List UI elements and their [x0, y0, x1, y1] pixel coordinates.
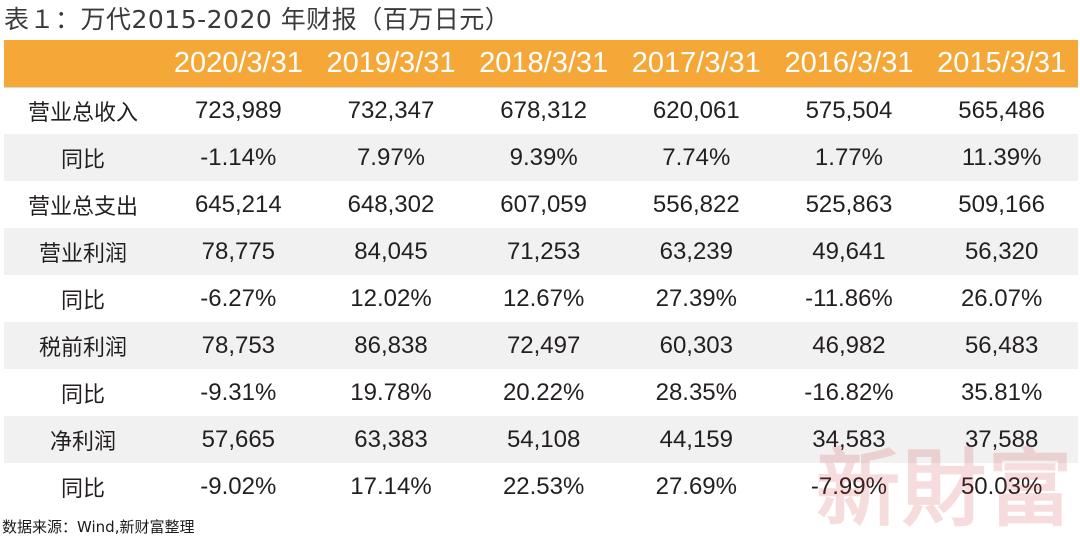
column-header-2016: 2016/3/31 — [772, 40, 926, 87]
table-cell: 56,320 — [925, 228, 1078, 275]
table-cell: 678,312 — [467, 87, 620, 134]
table-cell: 78,753 — [162, 322, 315, 369]
table-cell: 84,045 — [314, 228, 468, 275]
table-cell: 37,588 — [925, 416, 1078, 463]
table-row: 同比 -1.14% 7.97% 9.39% 7.74% 1.77% 11.39% — [4, 134, 1078, 181]
table-cell: 28.35% — [619, 369, 773, 416]
table-header-row: 2020/3/31 2019/3/31 2018/3/31 2017/3/31 … — [4, 40, 1078, 87]
table-row: 营业总收入 723,989 732,347 678,312 620,061 57… — [4, 87, 1078, 134]
table-cell: 556,822 — [619, 181, 773, 228]
row-label: 净利润 — [4, 416, 162, 463]
table-cell: 509,166 — [925, 181, 1078, 228]
table-row: 净利润 57,665 63,383 54,108 44,159 34,583 3… — [4, 416, 1078, 463]
table-cell: 86,838 — [314, 322, 468, 369]
table-cell: 26.07% — [925, 275, 1078, 322]
table-cell: 19.78% — [314, 369, 468, 416]
row-label: 营业总收入 — [4, 87, 162, 134]
table-cell: 60,303 — [619, 322, 773, 369]
table-cell: 575,504 — [772, 87, 926, 134]
table-row: 同比 -9.31% 19.78% 20.22% 28.35% -16.82% 3… — [4, 369, 1078, 416]
table-cell: 49,641 — [772, 228, 926, 275]
table-cell: 648,302 — [314, 181, 468, 228]
column-header-2015: 2015/3/31 — [925, 40, 1078, 87]
financial-table: 2020/3/31 2019/3/31 2018/3/31 2017/3/31 … — [4, 40, 1078, 510]
table-cell: 12.02% — [314, 275, 468, 322]
table-cell: -6.27% — [162, 275, 315, 322]
table-row: 同比 -6.27% 12.02% 12.67% 27.39% -11.86% 2… — [4, 275, 1078, 322]
row-label: 同比 — [4, 463, 162, 510]
table-title: 表１：万代2015-2020 年财报（百万日元） — [4, 5, 511, 34]
table-cell: -1.14% — [162, 134, 315, 181]
table-cell: 12.67% — [467, 275, 620, 322]
table-cell: 565,486 — [925, 87, 1078, 134]
table-cell: 72,497 — [467, 322, 620, 369]
row-label: 营业总支出 — [4, 181, 162, 228]
column-header-2017: 2017/3/31 — [619, 40, 773, 87]
table-row: 税前利润 78,753 86,838 72,497 60,303 46,982 … — [4, 322, 1078, 369]
table-cell: 20.22% — [467, 369, 620, 416]
column-header-label — [4, 40, 162, 87]
table-cell: 78,775 — [162, 228, 315, 275]
table-cell: -16.82% — [772, 369, 926, 416]
table-cell: 732,347 — [314, 87, 468, 134]
row-label: 税前利润 — [4, 322, 162, 369]
table-cell: -9.02% — [162, 463, 315, 510]
table-cell: 54,108 — [467, 416, 620, 463]
table-cell: 63,383 — [314, 416, 468, 463]
column-header-2019: 2019/3/31 — [314, 40, 468, 87]
table-cell: 34,583 — [772, 416, 926, 463]
table-cell: 27.39% — [619, 275, 773, 322]
table-cell: 11.39% — [925, 134, 1078, 181]
table-cell: 525,863 — [772, 181, 926, 228]
column-header-2020: 2020/3/31 — [162, 40, 315, 87]
table-cell: 17.14% — [314, 463, 468, 510]
table-cell: -11.86% — [772, 275, 926, 322]
table-cell: 1.77% — [772, 134, 926, 181]
table-row: 营业利润 78,775 84,045 71,253 63,239 49,641 … — [4, 228, 1078, 275]
row-label: 同比 — [4, 369, 162, 416]
row-label: 同比 — [4, 134, 162, 181]
source-note: 数据来源：Wind,新财富整理 — [2, 518, 195, 536]
table-cell: 7.74% — [619, 134, 773, 181]
table-cell: 44,159 — [619, 416, 773, 463]
table-row: 同比 -9.02% 17.14% 22.53% 27.69% -7.99% 50… — [4, 463, 1078, 510]
table-cell: 57,665 — [162, 416, 315, 463]
table-cell: 27.69% — [619, 463, 773, 510]
table-cell: 71,253 — [467, 228, 620, 275]
table-cell: 22.53% — [467, 463, 620, 510]
table-row: 营业总支出 645,214 648,302 607,059 556,822 52… — [4, 181, 1078, 228]
table-cell: 56,483 — [925, 322, 1078, 369]
table-cell: 7.97% — [314, 134, 468, 181]
table-cell: -9.31% — [162, 369, 315, 416]
table-cell: 63,239 — [619, 228, 773, 275]
table-cell: -7.99% — [772, 463, 926, 510]
table-cell: 723,989 — [162, 87, 315, 134]
table-cell: 46,982 — [772, 322, 926, 369]
table-cell: 35.81% — [925, 369, 1078, 416]
row-label: 同比 — [4, 275, 162, 322]
table-cell: 645,214 — [162, 181, 315, 228]
table-cell: 620,061 — [619, 87, 773, 134]
table-cell: 607,059 — [467, 181, 620, 228]
row-label: 营业利润 — [4, 228, 162, 275]
table-cell: 50.03% — [925, 463, 1078, 510]
column-header-2018: 2018/3/31 — [467, 40, 620, 87]
table-cell: 9.39% — [467, 134, 620, 181]
